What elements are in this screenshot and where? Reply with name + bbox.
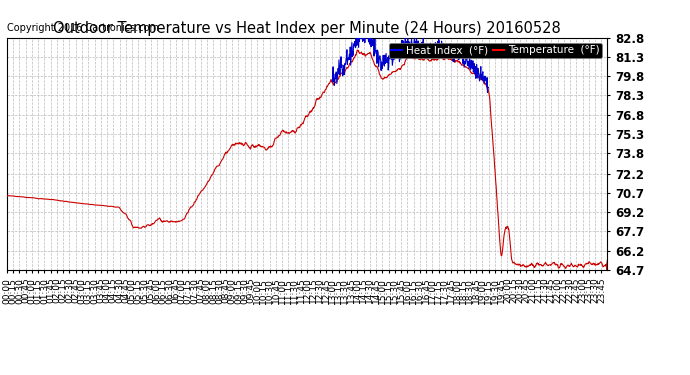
Title: Outdoor Temperature vs Heat Index per Minute (24 Hours) 20160528: Outdoor Temperature vs Heat Index per Mi…	[53, 21, 561, 36]
Text: Copyright 2016 Cartronics.com: Copyright 2016 Cartronics.com	[7, 23, 159, 33]
Legend: Heat Index  (°F), Temperature  (°F): Heat Index (°F), Temperature (°F)	[388, 43, 602, 58]
